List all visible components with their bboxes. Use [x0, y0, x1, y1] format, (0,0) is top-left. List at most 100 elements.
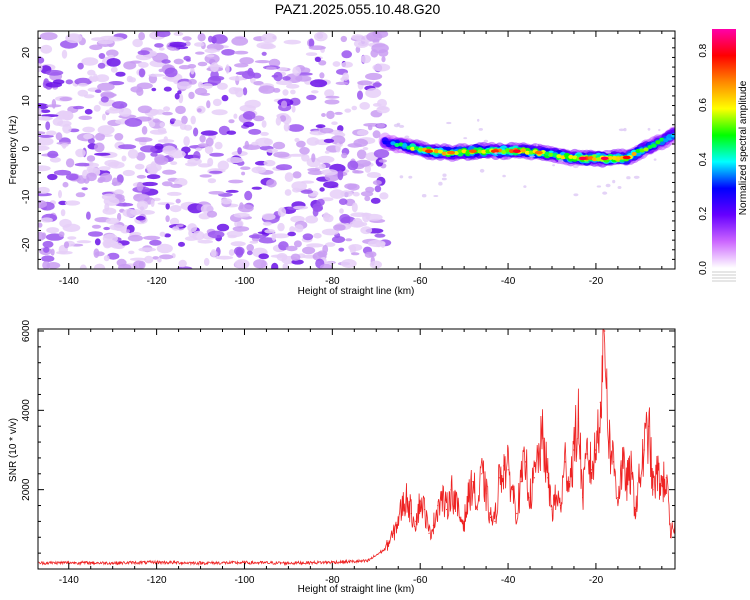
noise-blob: [231, 36, 249, 46]
noise-blob: [197, 33, 206, 42]
noise-blob: [221, 49, 236, 56]
noise-blob: [263, 159, 276, 167]
noise-blob: [75, 148, 86, 158]
noise-blob: [330, 135, 346, 145]
noise-blob: [318, 163, 326, 170]
signal-peak: [490, 149, 499, 153]
noise-speck: [573, 193, 579, 197]
x-tick-label: -100: [234, 575, 254, 586]
noise-blob: [41, 232, 47, 240]
snr-data-point: [529, 497, 531, 499]
noise-blob: [199, 134, 206, 143]
noise-blob: [46, 227, 60, 234]
noise-blob: [98, 166, 111, 171]
noise-blob: [232, 226, 250, 232]
snr-data-point: [384, 548, 386, 550]
noise-blob: [103, 226, 111, 231]
noise-blob: [264, 229, 276, 234]
signal-cell: [501, 150, 507, 154]
noise-blob: [374, 233, 386, 238]
noise-blob: [45, 121, 51, 131]
snr-data-point: [630, 473, 632, 475]
snr-data-point: [525, 461, 527, 463]
noise-blob: [334, 111, 343, 115]
snr-data-point: [643, 449, 645, 451]
noise-blob: [84, 108, 93, 115]
signal-cell: [520, 148, 527, 153]
noise-blob: [206, 100, 211, 109]
snr-data-point: [621, 465, 623, 467]
x-tick-label: -40: [501, 575, 516, 586]
noise-blob: [187, 63, 197, 69]
noise-blob: [168, 150, 186, 159]
snr-data-point: [599, 401, 601, 403]
noise-blob: [207, 76, 222, 86]
colorbar-tick-label: 0.6: [698, 98, 709, 112]
noise-blob: [262, 213, 276, 221]
noise-blob: [209, 170, 223, 174]
noise-blob: [122, 169, 135, 177]
snr-data-point: [450, 489, 452, 491]
noise-blob: [38, 222, 43, 228]
signal-cell: [611, 155, 618, 160]
noise-blob: [38, 107, 42, 117]
noise-blob: [300, 189, 314, 194]
noise-speck: [602, 191, 608, 195]
noise-blob: [134, 137, 153, 143]
noise-blob: [177, 90, 182, 95]
signal-peaks: [425, 149, 631, 161]
y-tick-label: 0: [21, 146, 32, 152]
snr-data-point: [498, 477, 500, 479]
noise-blob: [38, 56, 45, 65]
signal-cell: [552, 153, 558, 157]
noise-blob: [122, 208, 138, 218]
noise-speck: [398, 124, 405, 128]
noise-blob: [45, 82, 63, 88]
noise-blob: [313, 232, 322, 239]
noise-blob: [210, 249, 217, 258]
noise-speck: [479, 168, 485, 173]
snr-data-point: [652, 489, 654, 491]
noise-blob: [204, 145, 214, 155]
noise-blob: [161, 181, 173, 187]
signal-cell: [453, 151, 459, 155]
noise-blob: [89, 44, 103, 51]
noise-speck: [399, 175, 404, 179]
noise-blob: [50, 248, 55, 256]
snr-data-point: [437, 504, 439, 507]
noise-blob: [45, 69, 64, 76]
signal-cell: [477, 149, 483, 154]
noise-blob: [226, 157, 244, 164]
noise-blob: [155, 31, 171, 38]
noise-blob: [136, 174, 147, 179]
noise-blob: [166, 191, 182, 196]
noise-blob: [293, 205, 309, 210]
signal-peak: [622, 155, 631, 160]
noise-blob: [351, 105, 358, 111]
signal-cell: [433, 149, 440, 154]
noise-speck: [606, 151, 611, 154]
noise-blob: [110, 66, 118, 73]
x-tick-label: -60: [413, 575, 428, 586]
noise-speck: [572, 164, 579, 169]
noise-speck: [558, 159, 564, 163]
noise-blob: [277, 207, 287, 217]
noise-blob: [367, 124, 373, 131]
noise-blob: [254, 60, 271, 64]
x-tick-label: -100: [234, 276, 254, 287]
noise-blob: [258, 253, 270, 260]
noise-blob: [355, 159, 372, 167]
noise-blob: [99, 35, 117, 41]
noise-blob: [136, 200, 149, 211]
noise-blob: [210, 70, 219, 80]
noise-blob: [362, 147, 369, 151]
noise-blob: [152, 118, 160, 123]
noise-blob: [169, 205, 182, 213]
noise-blob: [75, 192, 86, 198]
noise-blob: [333, 224, 346, 231]
noise-blob: [372, 180, 382, 186]
noise-blob: [216, 82, 228, 90]
noise-blob: [65, 158, 75, 168]
snr-y-ticks: 2000 4000 6000: [21, 319, 675, 570]
x-tick-label: -120: [147, 276, 167, 287]
